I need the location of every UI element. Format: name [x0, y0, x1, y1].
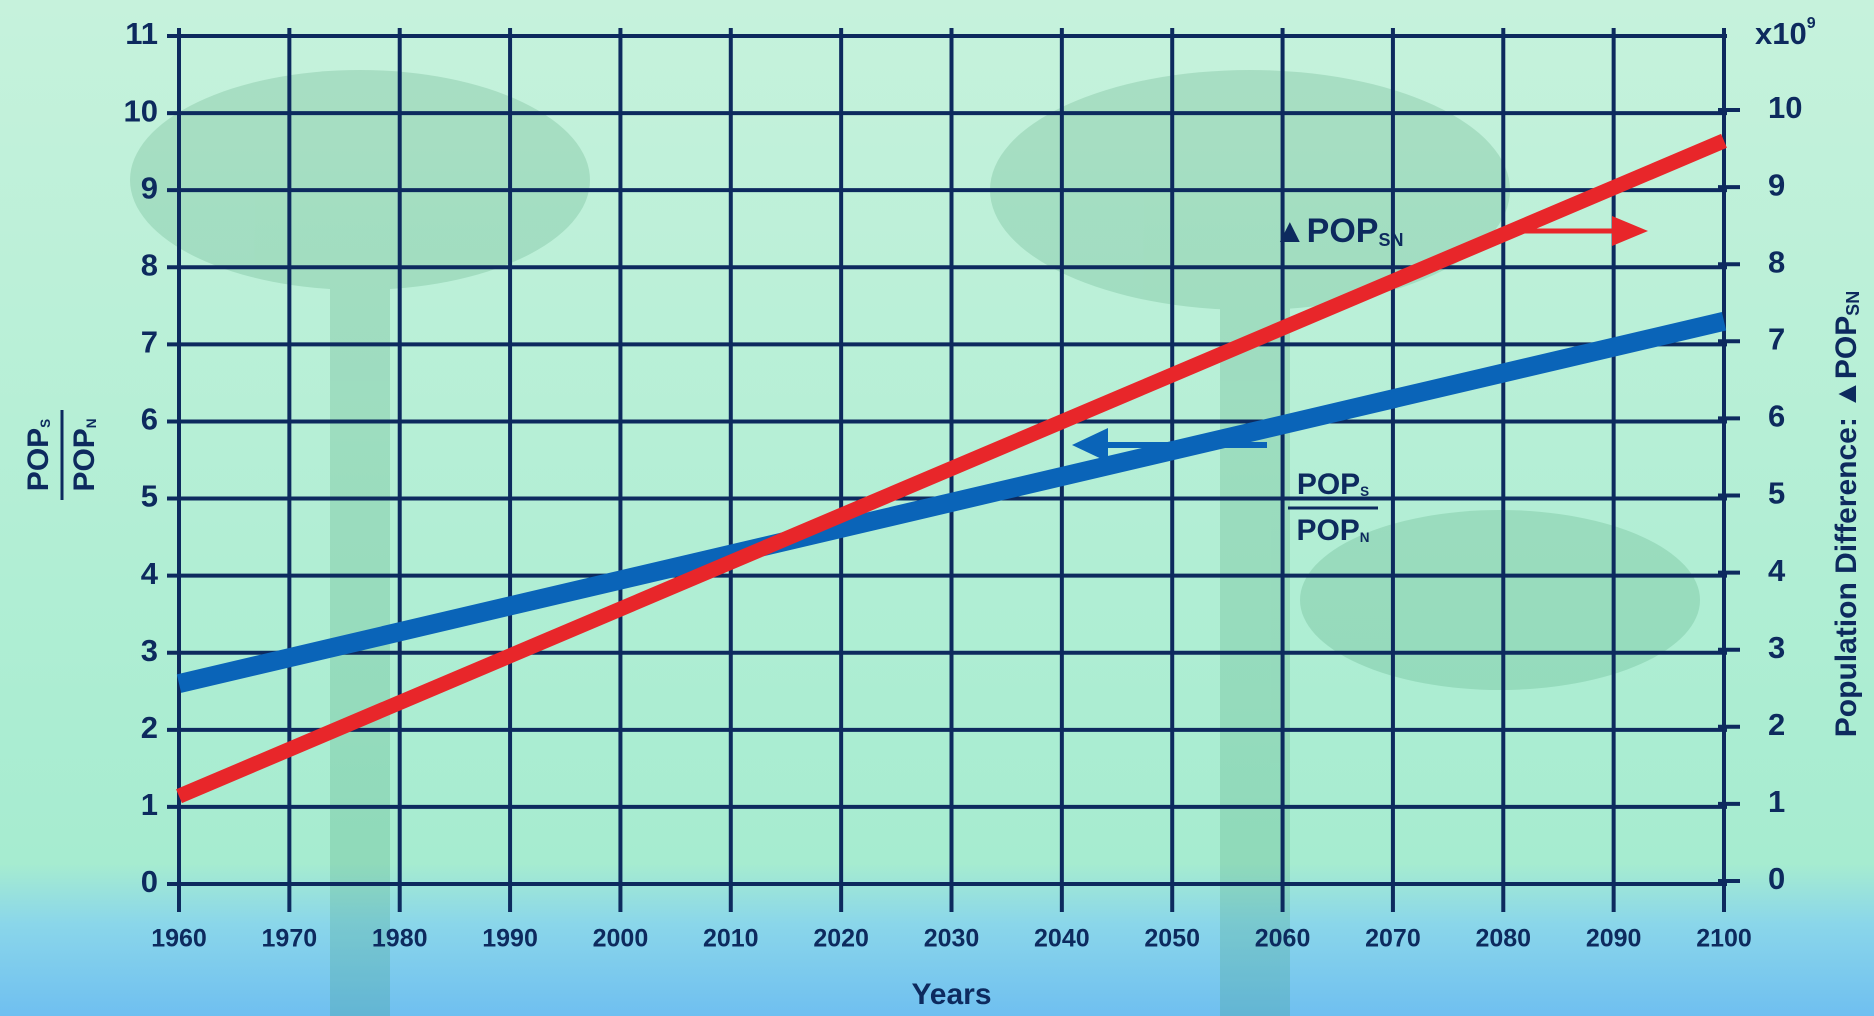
x-tick-label: 1960 [151, 925, 207, 953]
y-tick-label: 1 [141, 787, 158, 822]
fraction-denominator: POPN [68, 418, 101, 491]
sub: SN [1843, 291, 1863, 316]
y-tick-label: 8 [141, 247, 158, 282]
x-tick-label: 1990 [482, 925, 538, 953]
y-tick-label: 5 [141, 479, 158, 514]
y2-axis-label: Population Difference: ▲POPSN [1830, 291, 1863, 737]
main: POP [68, 428, 101, 491]
x-tick-label: 2090 [1586, 925, 1642, 953]
x-tick-label: 2030 [924, 925, 980, 953]
y-tick-label: 4 [141, 556, 159, 591]
y2-tick-label: 6 [1768, 399, 1785, 434]
y2-tick-label: 9 [1768, 167, 1785, 202]
x-tick-label: 2060 [1255, 925, 1311, 953]
sub: S [1360, 484, 1369, 499]
y2-tick-label: 7 [1768, 321, 1785, 356]
y2-tick-label: 5 [1768, 476, 1785, 511]
x-axis-label: Years [911, 978, 991, 1011]
series-line [176, 311, 1727, 693]
y-tick-label: 10 [124, 93, 158, 128]
x-tick-label: 1970 [262, 925, 318, 953]
unit-base: x10 [1755, 16, 1807, 51]
y2-tick-label: 8 [1768, 244, 1785, 279]
y2-tick-label: 3 [1768, 630, 1785, 665]
sub: N [1360, 530, 1370, 545]
main: POP [1296, 514, 1359, 547]
x-tick-label: 2020 [813, 925, 869, 953]
series-line [176, 133, 1727, 804]
main: POP [1297, 468, 1360, 501]
x-tick-label: 2010 [703, 925, 759, 953]
y2-tick-label: 10 [1768, 90, 1802, 125]
x-tick-label: 1980 [372, 925, 428, 953]
main: Population Difference: ▲POP [1830, 316, 1863, 737]
y-tick-label: 6 [141, 402, 158, 437]
y2-unit: x109 [1755, 15, 1816, 51]
y-tick-label: 0 [141, 864, 158, 899]
x-tick-label: 2100 [1696, 925, 1752, 953]
annotation: ▲POPSN [1273, 212, 1403, 250]
sub: N [84, 418, 99, 428]
sub: SN [1378, 230, 1403, 250]
y2-tick-label: 2 [1768, 707, 1785, 742]
y-tick-label: 2 [141, 710, 158, 745]
y2-tick-label: 4 [1768, 553, 1786, 588]
main: ▲POP [1273, 212, 1378, 250]
x-tick-label: 2040 [1034, 925, 1090, 953]
y-tick-label: 11 [125, 16, 158, 51]
y2-tick-label: 1 [1768, 784, 1785, 819]
x-tick-label: 2080 [1475, 925, 1531, 953]
x-tick-label: 2050 [1144, 925, 1200, 953]
x-tick-label: 2000 [593, 925, 649, 953]
annotation-arrowhead [1612, 216, 1648, 246]
y-tick-label: 7 [141, 325, 158, 360]
y-tick-label: 9 [141, 170, 158, 205]
main: POP [22, 428, 55, 491]
y2-tick-label: 0 [1768, 861, 1785, 896]
y-tick-label: 3 [141, 633, 158, 668]
unit-sup: 9 [1807, 15, 1816, 32]
fraction-numerator: POPS [22, 419, 55, 491]
fraction-denominator: POPN [1296, 514, 1369, 547]
sub: S [38, 419, 53, 428]
x-tick-label: 2070 [1365, 925, 1421, 953]
fraction-numerator: POPS [1297, 468, 1369, 501]
annotation-arrowhead [1072, 428, 1108, 462]
palm-decoration [130, 70, 1700, 1016]
